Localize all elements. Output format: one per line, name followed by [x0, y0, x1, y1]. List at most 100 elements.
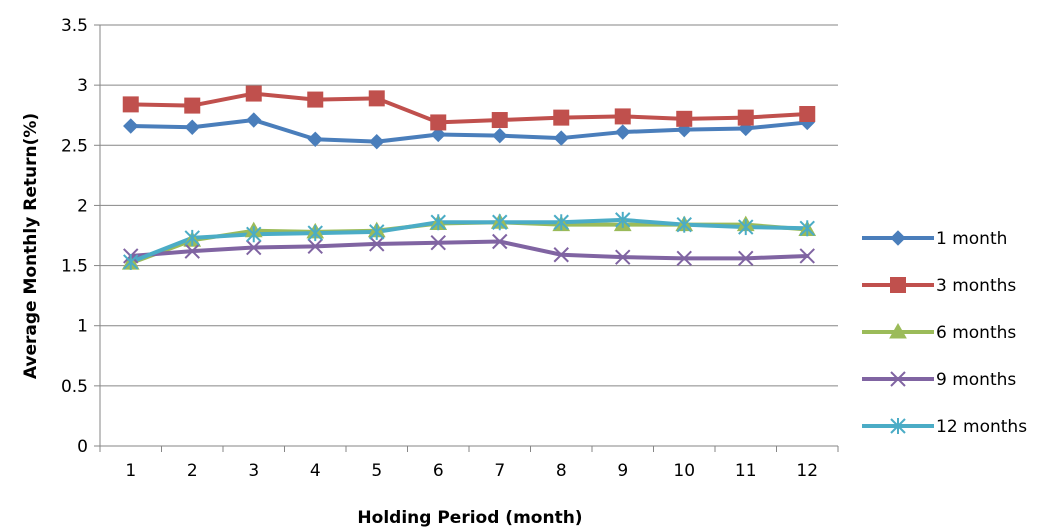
- data-point-9-months: [799, 248, 815, 264]
- axes: 00.511.522.533.51 2 3 4 5 6 7 8 9 10 11 12: [61, 16, 839, 481]
- data-point-12-months: [492, 214, 508, 231]
- marker-stroke: [246, 239, 262, 256]
- data-point-9-months: [307, 238, 323, 255]
- x-tick-label: 3: [248, 461, 259, 481]
- y-tick-label: 0: [77, 437, 88, 457]
- data-point-12-months: [307, 225, 323, 242]
- data-point-9-months: [246, 239, 262, 256]
- gridlines: [100, 24, 838, 387]
- legend-marker: [890, 418, 906, 434]
- x-tick-label: 11: [735, 461, 757, 481]
- data-point-12-months: [369, 223, 385, 240]
- legend-marker: [890, 230, 906, 246]
- y-tick-label: 0.5: [61, 377, 88, 397]
- data-point-1-month: [307, 131, 323, 147]
- data-point-9-months: [553, 247, 569, 263]
- marker-stroke: [676, 250, 692, 267]
- y-tick-label: 1.5: [61, 257, 88, 277]
- legend-marker: [890, 371, 906, 387]
- x-tick-label: 4: [310, 461, 321, 481]
- legend-item-3-months: 3 months: [862, 276, 1016, 296]
- marker-stroke: [890, 371, 906, 387]
- y-axis-title: Average Monthly Return(%): [21, 113, 41, 379]
- series-lines: [128, 91, 810, 266]
- x-tick-label: 10: [673, 461, 695, 481]
- legend-label: 9 months: [936, 370, 1016, 390]
- data-point-3-months: [245, 85, 262, 102]
- series-line-3-months: [128, 91, 810, 125]
- data-point-12-months: [123, 253, 139, 270]
- data-point-9-months: [430, 235, 446, 251]
- legend-marker: [890, 277, 906, 293]
- data-point-3-months: [676, 110, 693, 127]
- marker-stroke: [307, 238, 323, 255]
- data-point-12-months: [246, 226, 262, 243]
- marker-stroke: [553, 247, 569, 263]
- legend-label: 3 months: [936, 276, 1016, 296]
- x-tick-label: 7: [494, 461, 505, 481]
- marker-stroke: [492, 233, 508, 250]
- legend-label: 12 months: [936, 417, 1027, 437]
- data-point-1-month: [430, 126, 446, 143]
- y-tick-label: 3: [77, 76, 88, 96]
- data-point-12-months: [799, 220, 815, 237]
- legend-marker: [889, 322, 907, 339]
- data-point-1-month: [246, 112, 262, 128]
- data-point-1-month: [553, 130, 569, 146]
- legend-item-9-months: 9 months: [862, 370, 1016, 390]
- marker-stroke: [738, 250, 754, 267]
- data-point-1-month: [369, 133, 385, 150]
- data-point-9-months: [738, 250, 754, 267]
- data-point-9-months: [369, 236, 385, 252]
- marker-stroke: [184, 243, 200, 259]
- legend-item-1-month: 1 month: [862, 229, 1007, 249]
- series-markers: [121, 85, 817, 270]
- series-line-9-months: [128, 239, 810, 261]
- marker-stroke: [430, 235, 446, 251]
- data-point-9-months: [492, 233, 508, 250]
- series-line-12-months: [128, 217, 810, 264]
- data-point-1-month: [123, 118, 139, 134]
- data-point-12-months: [553, 214, 569, 231]
- series-line-1-month: [128, 118, 810, 144]
- data-point-3-months: [799, 106, 816, 123]
- data-point-12-months: [184, 229, 200, 246]
- x-tick-label: 2: [187, 461, 198, 481]
- marker-stroke: [799, 248, 815, 264]
- x-tick-label: 6: [433, 461, 444, 481]
- y-tick-label: 3.5: [61, 16, 88, 36]
- legend-item-12-months: 12 months: [862, 417, 1027, 437]
- data-point-3-months: [430, 114, 447, 131]
- x-tick-label: 1: [125, 461, 136, 481]
- legend-item-6-months: 6 months: [862, 322, 1016, 343]
- y-tick-label: 2.5: [61, 136, 88, 156]
- y-tick-label: 1: [77, 317, 88, 337]
- data-point-3-months: [307, 91, 324, 108]
- data-point-3-months: [368, 90, 385, 107]
- data-point-3-months: [491, 112, 508, 129]
- data-point-12-months: [430, 214, 446, 231]
- data-point-1-month: [615, 124, 631, 140]
- marker-stroke: [615, 249, 631, 265]
- marker-stroke: [369, 236, 385, 252]
- legend: 1 month 3 months 6 months 9 months 12 months: [862, 229, 1027, 437]
- y-tick-label: 2: [77, 196, 88, 216]
- data-point-12-months: [676, 216, 692, 233]
- legend-label: 1 month: [936, 229, 1007, 249]
- axis-labels: Holding Period (month) Average Monthly R…: [21, 113, 583, 528]
- data-point-3-months: [553, 109, 570, 126]
- data-point-1-month: [492, 127, 508, 144]
- data-point-9-months: [184, 243, 200, 259]
- x-tick-label: 12: [796, 461, 818, 481]
- data-point-3-months: [737, 109, 754, 126]
- data-point-9-months: [615, 249, 631, 265]
- data-point-3-months: [614, 108, 631, 125]
- legend-label: 6 months: [936, 323, 1016, 343]
- data-point-9-months: [676, 250, 692, 267]
- x-tick-label: 9: [617, 461, 628, 481]
- x-tick-label: 8: [556, 461, 567, 481]
- data-point-1-month: [184, 119, 200, 135]
- x-axis-title: Holding Period (month): [357, 508, 582, 528]
